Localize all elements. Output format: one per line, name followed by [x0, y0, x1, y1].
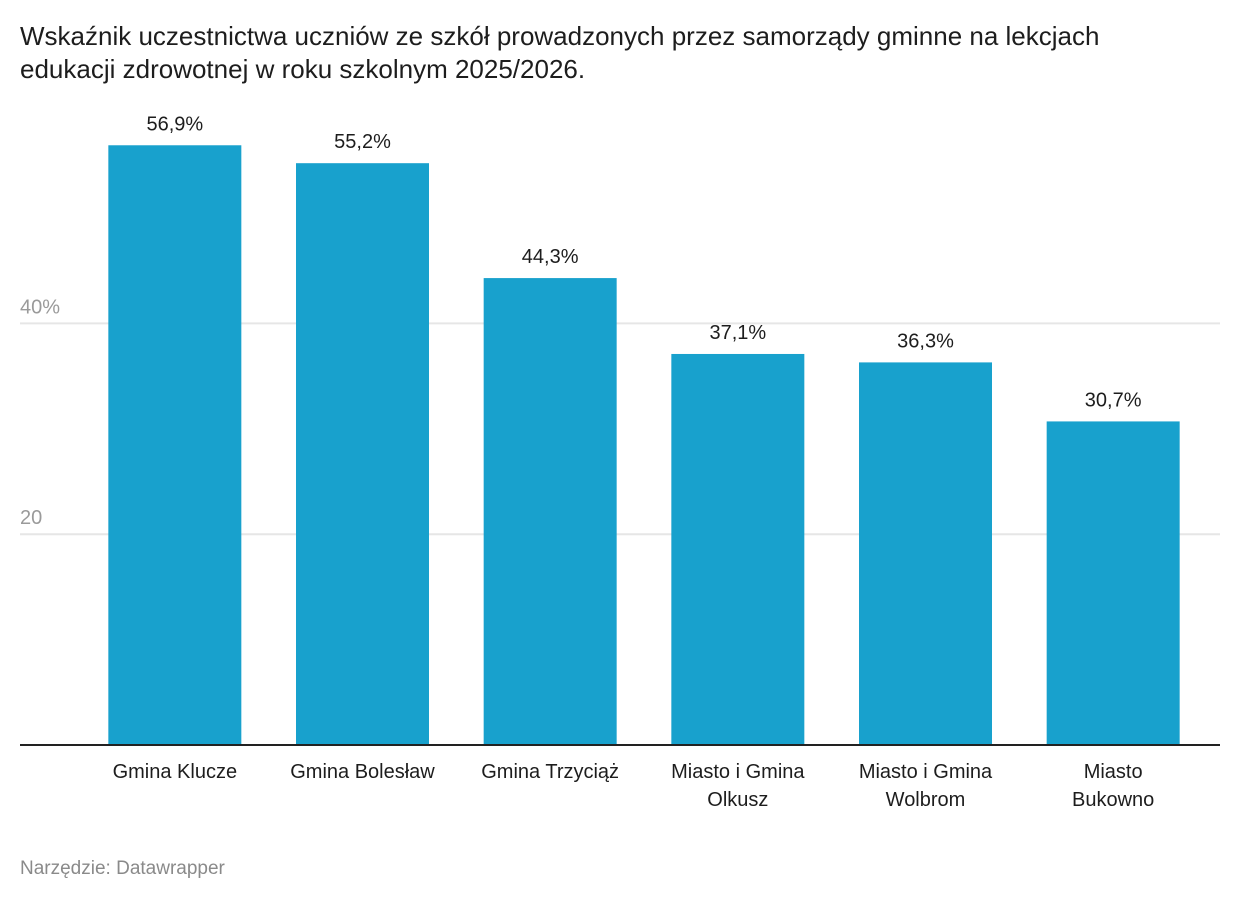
- bar: [859, 362, 992, 745]
- bar-value-label: 44,3%: [522, 246, 579, 268]
- x-tick-label: Miasto i Gmina: [671, 761, 805, 783]
- bar-value-label: 37,1%: [709, 322, 766, 344]
- x-tick-label: Miasto i Gmina: [859, 761, 993, 783]
- x-tick-label: Gmina Bolesław: [290, 761, 435, 783]
- bar-value-label: 30,7%: [1085, 389, 1142, 411]
- x-tick-label: Gmina Trzyciąż: [481, 761, 619, 783]
- x-tick-label: Bukowno: [1072, 789, 1154, 811]
- x-tick-label: Gmina Klucze: [113, 761, 238, 783]
- bar: [671, 353, 805, 745]
- x-tick-label: Olkusz: [707, 789, 768, 811]
- y-tick-label: 20: [20, 507, 42, 529]
- bar-value-label: 55,2%: [334, 131, 391, 153]
- bar-value-label: 56,9%: [146, 113, 203, 135]
- x-tick-label: Wolbrom: [886, 789, 966, 811]
- chart-title-line-2: edukacji zdrowotnej w roku szkolnym 2025…: [20, 54, 586, 84]
- bar-value-label: 36,3%: [897, 330, 954, 352]
- bar: [1046, 421, 1180, 745]
- chart-title-line-1: Wskaźnik uczestnictwa uczniów ze szkół p…: [20, 21, 1100, 51]
- bar: [108, 145, 242, 746]
- source-note: Narzędzie: Datawrapper: [20, 858, 225, 879]
- bar: [296, 163, 429, 745]
- bar: [483, 278, 617, 745]
- chart-title: Wskaźnik uczestnictwa uczniów ze szkół p…: [20, 20, 1220, 86]
- y-tick-label: 40%: [20, 296, 60, 318]
- x-tick-label: Miasto: [1084, 761, 1143, 783]
